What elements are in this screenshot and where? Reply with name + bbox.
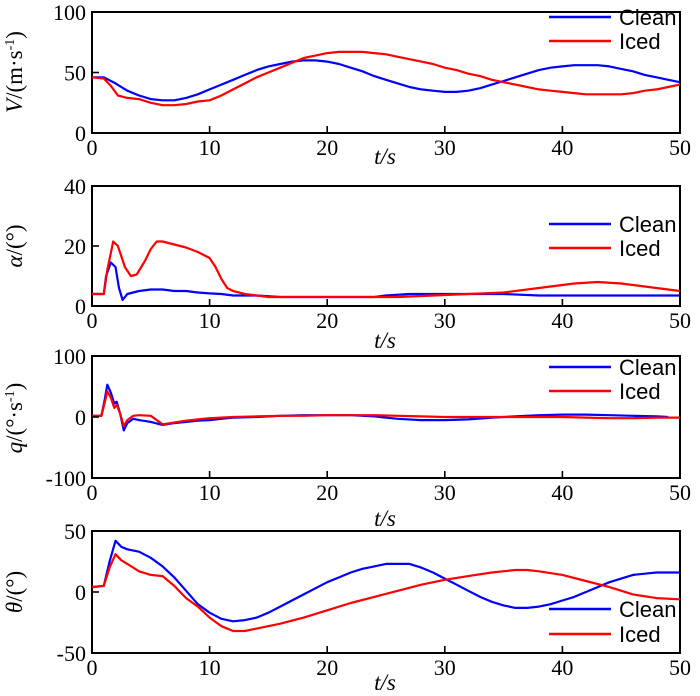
y-axis-unit: /(°·s	[2, 402, 27, 442]
x-tick-label: 50	[669, 135, 691, 160]
panel-pitch-rate: Clean Iced q/(°·s-1) t/s 0 10 20 30 40 50 -100…	[2, 344, 691, 531]
x-tick-label: 40	[551, 308, 573, 333]
y-axis-label: q/(°·s-1)	[2, 383, 27, 454]
x-tick-label: 10	[199, 655, 221, 680]
legend: Clean Iced	[549, 597, 676, 647]
y-tick-label: 0	[75, 580, 86, 605]
y-axis-unit: /(m·s	[2, 50, 27, 99]
y-axis-var: q	[2, 442, 27, 454]
legend-label-clean: Clean	[619, 212, 676, 237]
panel-angle-of-attack: Clean Iced α/(°) t/s 0 10 20 30 40 50 0 20 40	[2, 174, 691, 353]
y-axis-unit-sup: -1	[3, 390, 18, 402]
legend-label-clean: Clean	[619, 597, 676, 622]
y-tick-label: 50	[64, 61, 86, 86]
y-axis-label: θ/(°)	[2, 571, 27, 613]
legend-label-iced: Iced	[619, 622, 661, 647]
x-tick-label: 40	[551, 480, 573, 505]
y-tick-label: -100	[46, 466, 86, 491]
x-tick-label: 30	[434, 655, 456, 680]
x-axis-unit: /s	[379, 506, 396, 531]
x-tick-label: 10	[199, 480, 221, 505]
y-tick-label: 40	[64, 174, 86, 199]
x-tick-label: 50	[669, 308, 691, 333]
x-tick-label: 30	[434, 135, 456, 160]
x-tick-label: 50	[669, 480, 691, 505]
legend: Clean Iced	[549, 5, 676, 54]
y-axis-unit-close: )	[2, 31, 27, 39]
y-axis-label: V/(m·s-1)	[2, 31, 27, 113]
x-axis-unit: /s	[379, 670, 396, 695]
plot-frame	[91, 11, 681, 134]
x-axis-label: t/s	[374, 670, 396, 695]
y-tick-label: 0	[75, 405, 86, 430]
x-tick-label: 40	[551, 655, 573, 680]
y-axis-unit: /(°)	[2, 225, 27, 256]
legend-label-iced: Iced	[619, 236, 661, 261]
y-tick-label: -50	[57, 641, 86, 666]
panel-velocity: Clean Iced V/(m·s-1) t/s 0 10 20 30 40 50 0 50 1…	[2, 0, 691, 169]
series-line-clean	[92, 261, 680, 302]
y-axis-var: θ	[2, 602, 27, 613]
y-tick-label: 100	[53, 0, 86, 25]
series-line-iced	[91, 50, 681, 107]
y-tick-label: 20	[64, 234, 86, 259]
y-axis-unit-close: )	[2, 383, 27, 391]
y-tick-label: 0	[75, 121, 86, 146]
series-line-clean	[92, 59, 681, 102]
x-axis-var: t	[374, 144, 381, 169]
x-tick-label: 10	[199, 135, 221, 160]
x-tick-label: 30	[434, 480, 456, 505]
x-axis-var: t	[374, 328, 381, 353]
legend-label-clean: Clean	[619, 5, 676, 30]
x-axis-unit: /s	[379, 328, 396, 353]
x-tick-label: 30	[434, 308, 456, 333]
y-tick-label: 100	[53, 344, 86, 369]
x-tick-label: 20	[316, 308, 338, 333]
x-tick-label: 0	[87, 308, 98, 333]
y-axis-var: α	[2, 254, 27, 267]
x-axis-label: t/s	[374, 506, 396, 531]
x-axis-unit: /s	[379, 144, 396, 169]
legend-label-clean: Clean	[619, 355, 676, 380]
x-axis-var: t	[374, 506, 381, 531]
x-tick-label: 20	[316, 480, 338, 505]
x-tick-label: 40	[551, 135, 573, 160]
y-tick-label: 0	[75, 294, 86, 319]
legend: Clean Iced	[549, 212, 676, 261]
legend-label-iced: Iced	[619, 379, 661, 404]
y-axis-unit: /(°)	[2, 571, 27, 602]
series-line-iced	[92, 240, 681, 299]
x-tick-label: 10	[199, 308, 221, 333]
y-axis-label: α/(°)	[2, 225, 27, 268]
y-tick-label: 50	[64, 519, 86, 544]
x-axis-var: t	[374, 670, 381, 695]
series-line-iced	[92, 390, 680, 428]
x-tick-label: 0	[87, 135, 98, 160]
x-tick-label: 0	[87, 480, 98, 505]
y-axis-var: V	[2, 96, 27, 113]
x-tick-label: 50	[669, 655, 691, 680]
y-axis-unit-sup: -1	[3, 39, 18, 51]
legend: Clean Iced	[549, 355, 676, 404]
x-tick-label: 20	[316, 135, 338, 160]
legend-label-iced: Iced	[619, 29, 661, 54]
series-line-iced	[91, 553, 681, 633]
x-axis-label: t/s	[374, 328, 396, 353]
x-axis-label: t/s	[374, 144, 396, 169]
x-tick-label: 20	[316, 655, 338, 680]
series-line-clean	[91, 539, 680, 623]
x-tick-label: 0	[87, 655, 98, 680]
